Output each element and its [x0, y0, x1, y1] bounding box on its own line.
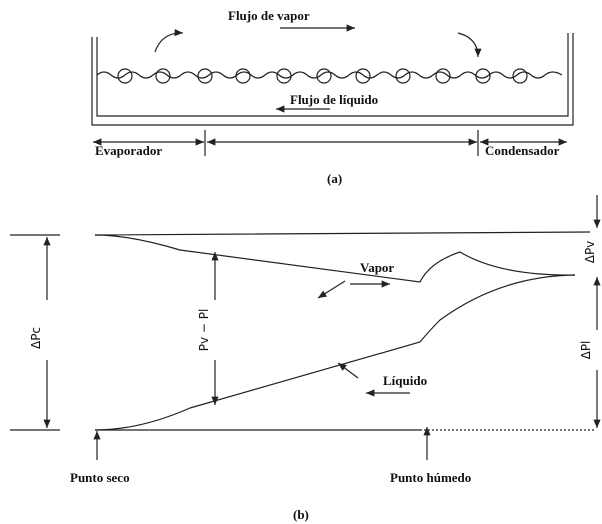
heat-pipe — [91, 24, 574, 156]
delta-pv-label: ΔPv — [583, 241, 597, 264]
vapor-label: Vapor — [360, 260, 394, 275]
evaporator-label: Evaporador — [95, 143, 162, 158]
caption-a: (a) — [327, 171, 342, 186]
wet-point-label: Punto húmedo — [390, 470, 471, 485]
liquid-label: Líquido — [383, 373, 427, 388]
delta-pc-label: ΔPc — [29, 327, 43, 349]
liquid-flow-label: Flujo de líquido — [290, 92, 378, 107]
vapor-flow-label: Flujo de vapor — [228, 8, 310, 23]
caption-b: (b) — [293, 507, 309, 522]
delta-pl-label: ΔPl — [579, 341, 593, 360]
condenser-label: Condensador — [485, 143, 560, 158]
pressure-diagram — [10, 195, 601, 460]
dry-point-label: Punto seco — [70, 470, 130, 485]
pv-pl-label: Pv − Pl — [197, 309, 211, 352]
